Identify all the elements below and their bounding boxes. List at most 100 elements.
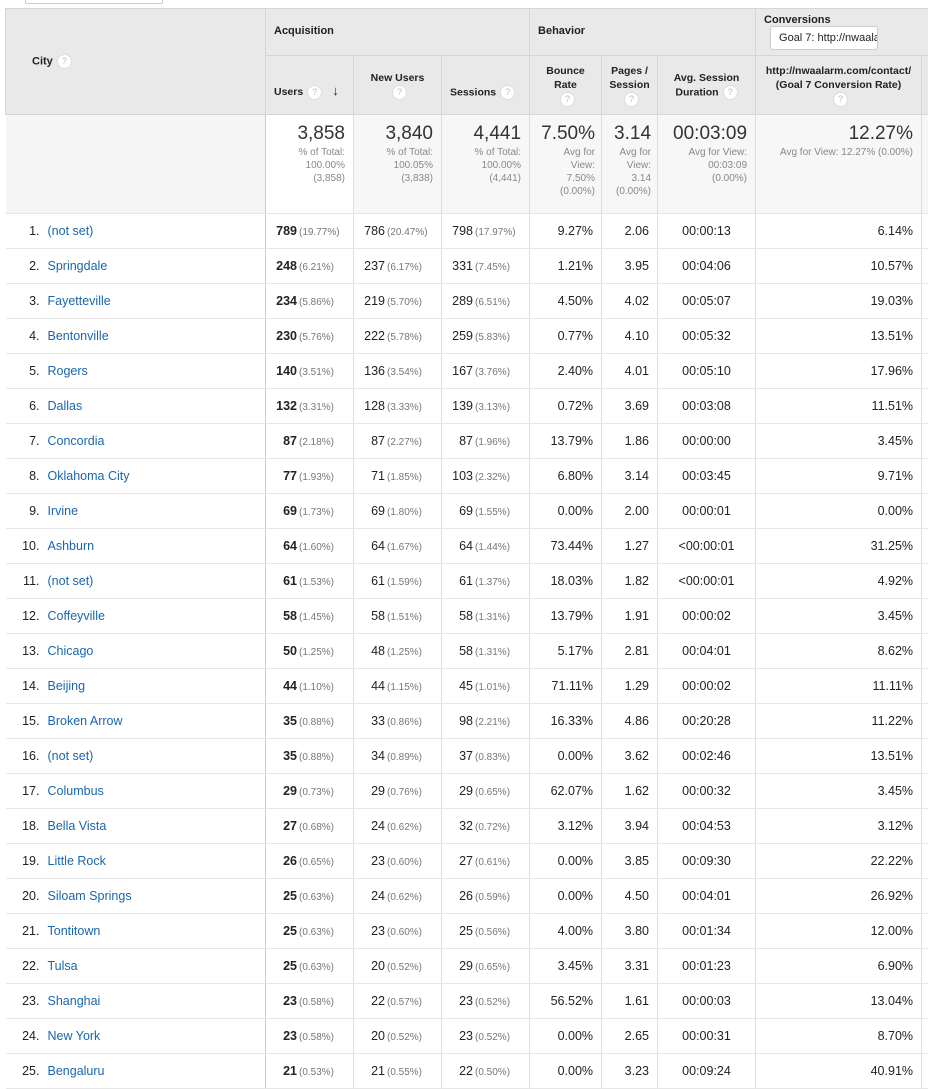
- city-link[interactable]: Bentonville: [48, 329, 109, 343]
- users-header[interactable]: Users?↓: [266, 56, 354, 115]
- help-icon[interactable]: ?: [833, 92, 848, 107]
- help-icon[interactable]: ?: [392, 85, 407, 100]
- pages-session-cell: 3.23: [602, 1054, 658, 1089]
- sessions-cell: 58(1.31%): [442, 599, 530, 634]
- new-users-cell: 128(3.33%): [354, 389, 442, 424]
- help-icon[interactable]: ?: [624, 92, 639, 107]
- pages-session-cell: 1.91: [602, 599, 658, 634]
- city-link[interactable]: Concordia: [48, 434, 105, 448]
- avg-duration-header[interactable]: Avg. Session Duration?: [658, 56, 756, 115]
- city-link[interactable]: Columbus: [48, 784, 104, 798]
- table-row: 15.Broken Arrow 35(0.88%) 33(0.86%) 98(2…: [6, 704, 928, 739]
- pages-session-cell: 3.14: [602, 459, 658, 494]
- help-icon[interactable]: ?: [307, 85, 322, 100]
- users-cell: 140(3.51%): [266, 354, 354, 389]
- avg-duration-cell: 00:00:00: [658, 424, 756, 459]
- new-users-cell: 58(1.51%): [354, 599, 442, 634]
- help-icon[interactable]: ?: [560, 92, 575, 107]
- sessions-cell: 45(1.01%): [442, 669, 530, 704]
- city-cell: 11.(not set): [6, 564, 266, 599]
- city-link[interactable]: Little Rock: [48, 854, 106, 868]
- table-row: 4.Bentonville 230(5.76%) 222(5.78%) 259(…: [6, 319, 928, 354]
- users-cell: 64(1.60%): [266, 529, 354, 564]
- conversion-rate-cell: 6.90%: [756, 949, 922, 984]
- city-cell: 16.(not set): [6, 739, 266, 774]
- bounce-rate-cell: 0.00%: [530, 739, 602, 774]
- city-link[interactable]: Tontitown: [48, 924, 101, 938]
- city-link[interactable]: (not set): [48, 574, 94, 588]
- sessions-cell: 87(1.96%): [442, 424, 530, 459]
- new-users-header[interactable]: New Users?: [354, 56, 442, 115]
- city-link[interactable]: Oklahoma City: [48, 469, 130, 483]
- bounce-rate-cell: 4.50%: [530, 284, 602, 319]
- users-cell: 61(1.53%): [266, 564, 354, 599]
- city-link[interactable]: Tulsa: [48, 959, 78, 973]
- city-link[interactable]: Rogers: [48, 364, 88, 378]
- search-box[interactable]: [25, 0, 163, 4]
- city-link[interactable]: Beijing: [48, 679, 86, 693]
- pages-session-header[interactable]: Pages / Session?: [602, 56, 658, 115]
- sessions-cell: 27(0.61%): [442, 844, 530, 879]
- pages-session-cell: 4.86: [602, 704, 658, 739]
- city-link[interactable]: Fayetteville: [48, 294, 111, 308]
- city-cell: 22.Tulsa: [6, 949, 266, 984]
- city-link[interactable]: Irvine: [48, 504, 79, 518]
- conversion-rate-cell: 11.51%: [756, 389, 922, 424]
- sessions-cell: 29(0.65%): [442, 774, 530, 809]
- new-users-cell: 22(0.57%): [354, 984, 442, 1019]
- city-cell: 10.Ashburn: [6, 529, 266, 564]
- city-link[interactable]: Bella Vista: [48, 819, 107, 833]
- pages-session-cell: 1.82: [602, 564, 658, 599]
- city-link[interactable]: Ashburn: [48, 539, 95, 553]
- row-index: 3.: [22, 294, 40, 308]
- avg-duration-cell: 00:00:02: [658, 669, 756, 704]
- city-link[interactable]: Bengaluru: [48, 1064, 105, 1078]
- new-users-cell: 23(0.60%): [354, 914, 442, 949]
- city-link[interactable]: Broken Arrow: [48, 714, 123, 728]
- users-cell: 77(1.93%): [266, 459, 354, 494]
- goal-select[interactable]: Goal 7: http://nwaalarm.com/contact/: [770, 26, 878, 50]
- conversion-rate-cell: 11.11%: [756, 669, 922, 704]
- city-link[interactable]: New York: [48, 1029, 101, 1043]
- new-users-cell: 21(0.55%): [354, 1054, 442, 1089]
- avg-duration-cell: 00:09:30: [658, 844, 756, 879]
- city-link[interactable]: (not set): [48, 749, 94, 763]
- help-icon[interactable]: ?: [57, 54, 72, 69]
- conversion-rate-cell: 10.57%: [756, 249, 922, 284]
- city-header[interactable]: City?: [6, 9, 266, 115]
- users-cell: 26(0.65%): [266, 844, 354, 879]
- new-users-cell: 237(6.17%): [354, 249, 442, 284]
- sessions-cell: 103(2.32%): [442, 459, 530, 494]
- conversion-rate-header[interactable]: http://nwaalarm.com/contact/ (Goal 7 Con…: [756, 56, 922, 115]
- city-link[interactable]: Chicago: [48, 644, 94, 658]
- bounce-rate-header[interactable]: Bounce Rate?: [530, 56, 602, 115]
- city-link[interactable]: Coffeyville: [48, 609, 105, 623]
- table-row: 9.Irvine 69(1.73%) 69(1.80%) 69(1.55%) 0…: [6, 494, 928, 529]
- acquisition-group: Acquisition: [266, 9, 530, 56]
- table-row: 1.(not set) 789(19.77%) 786(20.47%) 798(…: [6, 214, 928, 249]
- new-users-cell: 24(0.62%): [354, 879, 442, 914]
- pages-session-cell: 3.95: [602, 249, 658, 284]
- city-link[interactable]: Siloam Springs: [48, 889, 132, 903]
- users-cell: 69(1.73%): [266, 494, 354, 529]
- city-link[interactable]: Shanghai: [48, 994, 101, 1008]
- users-cell: 23(0.58%): [266, 1019, 354, 1054]
- bounce-rate-cell: 2.40%: [530, 354, 602, 389]
- report-table: City? Acquisition Behavior ConversionsGo…: [5, 8, 928, 1089]
- sort-desc-icon: ↓: [332, 83, 339, 98]
- conversion-rate-cell: 6.14%: [756, 214, 922, 249]
- city-link[interactable]: Dallas: [48, 399, 83, 413]
- city-link[interactable]: (not set): [48, 224, 94, 238]
- sessions-header[interactable]: Sessions?: [442, 56, 530, 115]
- new-users-cell: 786(20.47%): [354, 214, 442, 249]
- help-icon[interactable]: ?: [500, 85, 515, 100]
- help-icon[interactable]: ?: [723, 85, 738, 100]
- table-row: 19.Little Rock 26(0.65%) 23(0.60%) 27(0.…: [6, 844, 928, 879]
- row-index: 24.: [22, 1029, 40, 1043]
- users-cell: 23(0.58%): [266, 984, 354, 1019]
- bounce-rate-cell: 0.00%: [530, 1054, 602, 1089]
- city-link[interactable]: Springdale: [48, 259, 108, 273]
- sessions-cell: 331(7.45%): [442, 249, 530, 284]
- avg-duration-cell: 00:04:53: [658, 809, 756, 844]
- row-index: 7.: [22, 434, 40, 448]
